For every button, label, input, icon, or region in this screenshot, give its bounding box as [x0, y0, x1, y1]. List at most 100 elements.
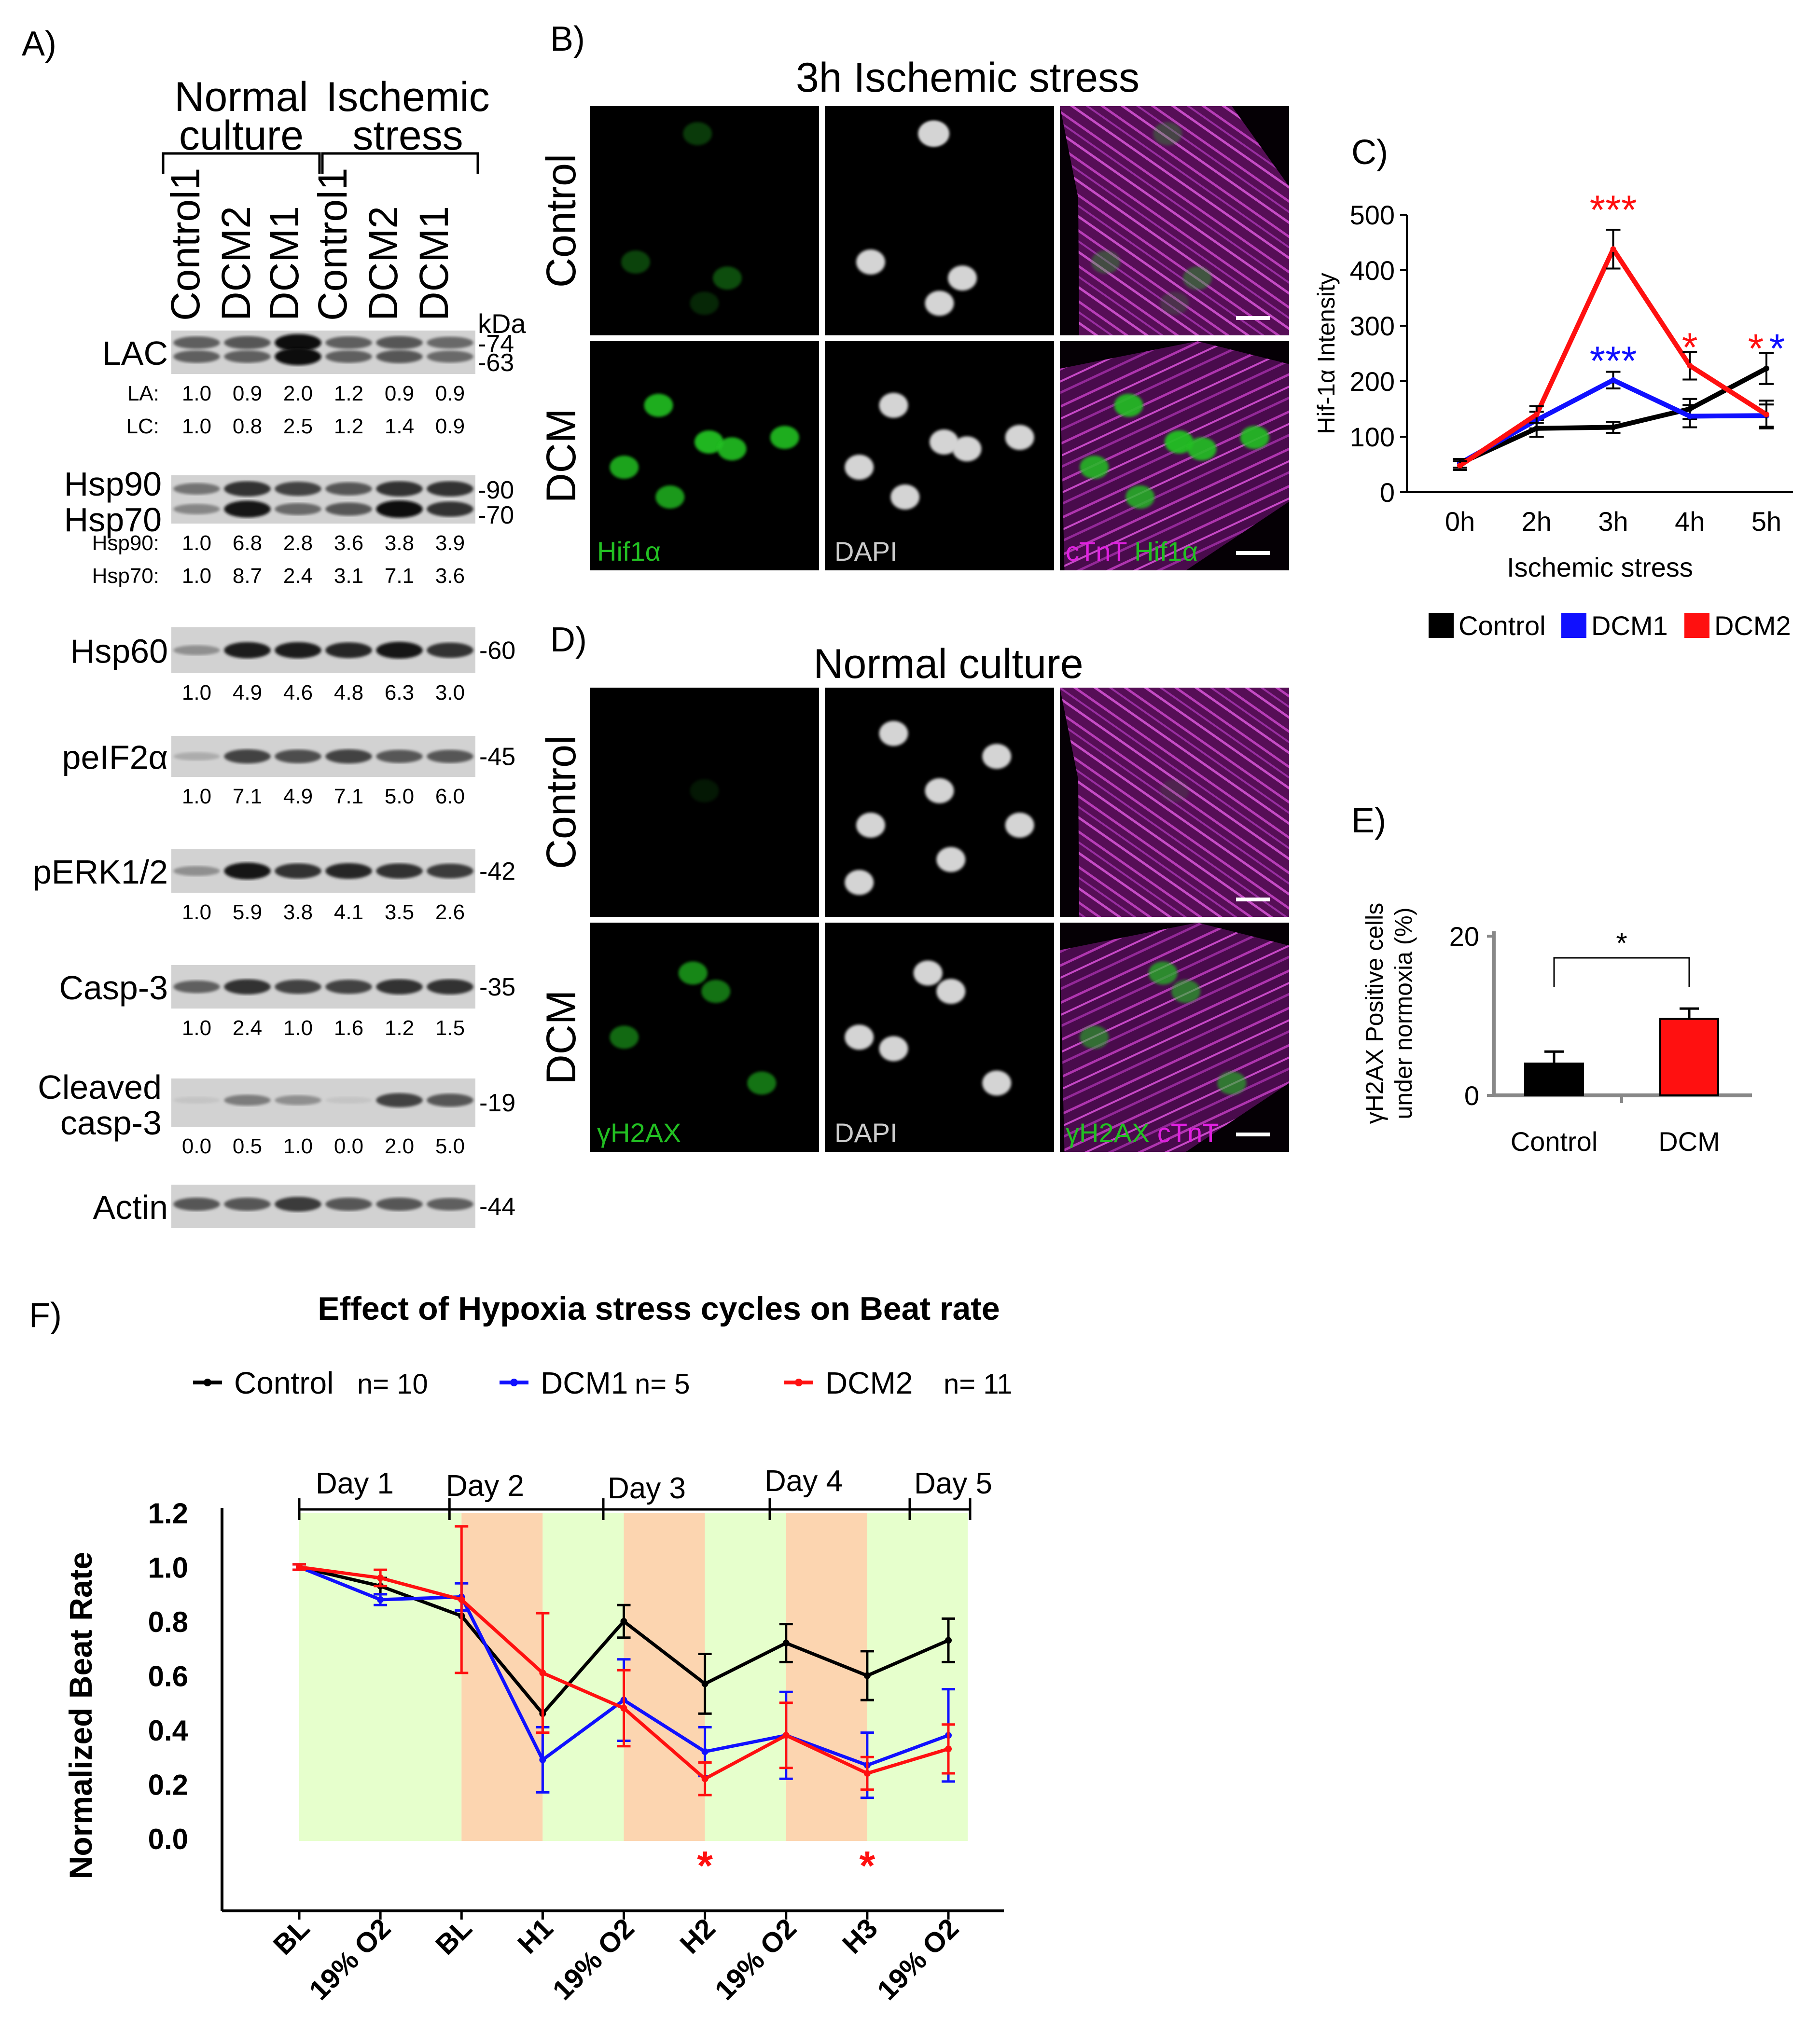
- dapi-nucleus: [920, 121, 949, 146]
- green-nucleus: [701, 980, 731, 1003]
- blot-band: [376, 481, 423, 497]
- blot-row: Actin -44: [93, 1185, 515, 1228]
- c-legend-swatch: [1429, 613, 1454, 638]
- c-data-point: [1687, 413, 1693, 419]
- f-day-label: Day 1: [316, 1467, 394, 1500]
- quant-value: 2.4: [233, 1016, 262, 1040]
- micro-d-title: Normal culture: [813, 641, 1083, 687]
- quant-value: 7.1: [334, 785, 363, 808]
- quant-value: 0.0: [182, 1134, 211, 1158]
- f-y-tick-label: 0.0: [148, 1823, 188, 1855]
- blot-band: [224, 1094, 271, 1106]
- blot-band: [325, 1096, 372, 1104]
- dapi-nucleus: [1005, 813, 1034, 838]
- micro-tile: [590, 106, 819, 335]
- c-data-point: [1610, 424, 1616, 430]
- dapi-nucleus: [925, 290, 954, 316]
- c-legend-label: DCM2: [1714, 610, 1791, 641]
- f-data-point: [620, 1618, 627, 1625]
- c-x-tick-label: 3h: [1598, 506, 1628, 537]
- f-significance: *: [697, 1843, 713, 1888]
- c-x-tick-label: 5h: [1751, 506, 1781, 537]
- dapi-nucleus: [890, 484, 920, 510]
- blot-rows: LAC -74-63 LA: 1.0 0.9 2.0 1.2 0.9 0.9 LC: 1.0 0.8 2…: [33, 330, 515, 1228]
- blot-band: [173, 336, 220, 349]
- quant-value: 2.0: [283, 382, 313, 405]
- blot-band: [427, 336, 473, 349]
- c-significance: ***: [1589, 338, 1637, 383]
- quant-value: 1.0: [182, 382, 211, 405]
- c-y-tick-label: 500: [1350, 200, 1395, 230]
- scale-bar: [1236, 551, 1270, 555]
- quant-value: 1.2: [334, 382, 363, 405]
- e-y-axis-label: under normoxia (%): [1390, 907, 1417, 1119]
- e-bar: [1659, 1018, 1719, 1097]
- c-x-axis-label: Ischemic stress: [1507, 552, 1693, 582]
- blot-band: [427, 1198, 473, 1211]
- kda-marker: -63: [478, 349, 514, 377]
- quant-value: 3.8: [283, 900, 313, 924]
- protein-label: Cleaved: [38, 1068, 162, 1106]
- lane-label: DCM2: [361, 206, 406, 321]
- green-nucleus: [690, 291, 719, 315]
- green-nucleus: [1183, 266, 1212, 290]
- blot-row: Hsp60 -60 1.0 4.9 4.6 4.8 6.3 3.0: [70, 627, 515, 705]
- panel-label-f: F): [29, 1296, 62, 1335]
- dapi-nucleus: [913, 960, 943, 986]
- c-legend-swatch: [1684, 613, 1709, 638]
- blot-band: [376, 1093, 423, 1107]
- panel-label-d: D): [550, 621, 587, 659]
- kda-marker: -44: [479, 1193, 515, 1221]
- blot-band: [173, 483, 220, 495]
- c-x-tick-label: 0h: [1445, 506, 1475, 537]
- dapi-nucleus: [948, 265, 977, 291]
- blot-band: [275, 863, 321, 879]
- dapi-nucleus: [982, 1070, 1012, 1096]
- protein-label: LAC: [102, 334, 168, 372]
- blot-band: [173, 1197, 220, 1211]
- c-data-point: [1764, 365, 1769, 372]
- blot-band: [173, 1096, 220, 1104]
- protein-label: Hsp70: [64, 501, 162, 539]
- quant-value: 4.9: [233, 681, 262, 705]
- quant-value: 3.1: [334, 564, 363, 588]
- c-data-point: [1533, 412, 1540, 417]
- blot-band: [325, 502, 372, 516]
- panel-label-c: C): [1351, 133, 1388, 172]
- blot-band: [275, 348, 321, 365]
- blot-band: [173, 645, 220, 655]
- blot-band: [376, 642, 423, 659]
- blot-strip: [171, 736, 475, 777]
- f-x-tick-label: 19% O2: [871, 1912, 965, 2006]
- c-legend-label: DCM1: [1591, 610, 1668, 641]
- group-header-ischemic-2: stress: [352, 112, 463, 159]
- lane-label: Control1: [310, 167, 355, 321]
- f-y-tick-label: 0.2: [148, 1769, 188, 1801]
- blot-row: pERK1/2 -42 1.0 5.9 3.8 4.1 3.5 2.6: [33, 849, 515, 924]
- blot-band: [224, 350, 271, 363]
- green-nucleus: [1165, 430, 1194, 454]
- micro-tile: [825, 688, 1054, 917]
- kda-marker: -35: [479, 973, 515, 1001]
- quant-value: 1.0: [283, 1134, 313, 1158]
- protein-label: peIF2α: [62, 739, 168, 776]
- quant-value: 0.8: [233, 415, 262, 438]
- e-bar: [1524, 1063, 1584, 1096]
- c-significance: ***: [1589, 187, 1637, 233]
- blot-band: [275, 1197, 321, 1212]
- blot-band: [275, 334, 321, 352]
- green-nucleus: [690, 779, 719, 802]
- group-header-normal-2: culture: [179, 112, 304, 159]
- dapi-nucleus: [879, 1036, 908, 1062]
- blot-band: [427, 1093, 473, 1107]
- c-legend-swatch: [1561, 613, 1586, 638]
- quant-value: 0.0: [334, 1134, 363, 1158]
- f-legend-marker: [510, 1379, 518, 1386]
- green-nucleus: [644, 394, 673, 417]
- micro-tile: [825, 923, 1054, 1152]
- quant-value: 1.5: [435, 1016, 465, 1040]
- channel-label-merge: γH2AX cTnT: [1066, 1118, 1219, 1148]
- blot-band: [224, 336, 271, 349]
